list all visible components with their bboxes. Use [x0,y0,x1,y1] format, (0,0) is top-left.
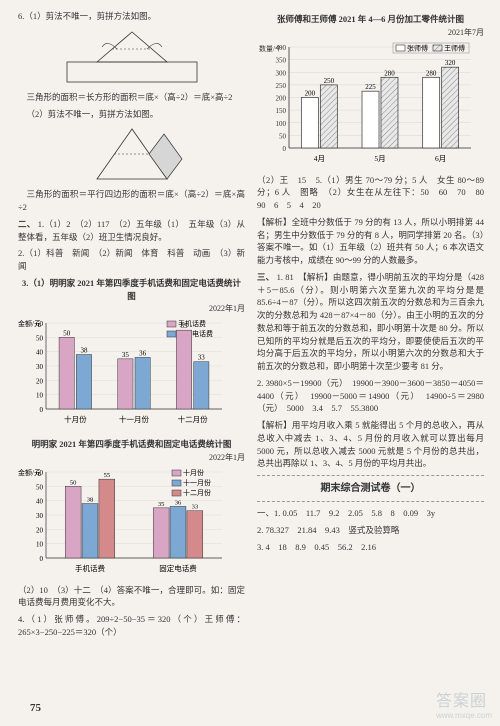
text-6-1: 6.（1）剪法不唯一，剪拼方法如图。 [18,10,245,23]
svg-text:10: 10 [36,392,44,400]
svg-text:王师傅: 王师傅 [444,43,465,52]
svg-text:0: 0 [40,406,44,414]
svg-text:十一月份: 十一月份 [183,478,211,487]
svg-text:38: 38 [87,496,94,503]
text-4: 4.（1）张师傅。209÷2−50−35＝320（个）王师傅：265×3−250… [18,613,245,639]
svg-text:33: 33 [192,503,199,510]
svg-text:40: 40 [36,497,44,505]
text-r5: 【解析】用平均月收入乘 5 就能得出 5 个月的总收入，再从总收入中减去 1、3… [257,419,484,470]
svg-text:十二月份: 十二月份 [183,488,211,497]
chartTop-date: 2021年7月 [257,27,484,39]
svg-text:6月: 6月 [435,154,446,163]
svg-text:20: 20 [36,378,44,386]
svg-text:50: 50 [279,132,287,140]
svg-text:350: 350 [276,56,287,64]
separator [257,475,484,476]
watermark-text: 答案圈 [436,693,487,710]
text-2-2: 2.（1）科普 新闻 （2）新闻 体育 科普 动画 （3）新闻 [18,247,245,273]
text-r3: 1. 81 【解析】由题意，得小明前五次的平均分是（428＋5－85.6（分）。… [257,272,484,371]
svg-text:200: 200 [305,89,316,97]
svg-text:十二月份: 十二月份 [178,414,208,424]
svg-text:36: 36 [139,350,147,358]
svg-text:200: 200 [276,94,287,102]
separator-2 [257,501,484,502]
svg-text:固定电话费: 固定电话费 [159,563,197,573]
svg-text:4月: 4月 [314,154,325,163]
svg-text:320: 320 [445,59,456,67]
svg-text:30: 30 [36,512,44,520]
final-2: 2. 78.327 21.84 9.43 竖式及验算略 [257,524,484,537]
chart3-date: 2022年1月 [18,303,245,315]
text-6-1-formula: 三角形的面积＝长方形的面积＝底×（高÷2）＝底×高÷2 [18,91,245,104]
section-2: 二、 1.（1）2 （2）117 （2）五年级（1） 五年级（3）从整体看，五年… [18,218,245,244]
chart3b-title: 明明家 2021 年第四季度手机话费和固定电话费统计图 [18,438,245,451]
chartTop-bar-chart: 050100150200250300350400数量/个张师傅王师傅200250… [257,41,477,166]
chart3b-bar-chart: 0102030405060金额/元十月份十一月份十二月份503855手机话费35… [18,466,228,576]
svg-text:280: 280 [426,69,437,77]
svg-text:55: 55 [181,322,189,330]
svg-text:250: 250 [324,77,335,85]
chartTop-title: 张师傅和王师傅 2021 年 4—6 月份加工零件统计图 [257,13,484,26]
svg-text:250: 250 [276,82,287,90]
text-r2: 【解析】全班中分数低于 79 分的有 13 人，所以小明排第 44 名；男生中分… [257,216,484,267]
svg-text:55: 55 [104,472,111,479]
text-3-2: （2）10 （3）十二 （4）答案不唯一，合理即可。如：固定电话费每月费用变化不… [18,584,245,610]
final-1: 一、1. 0.05 11.7 9.2 2.05 5.8 8 0.09 3y [257,507,484,520]
final-test-title: 期末综合测试卷（一） [257,481,484,496]
svg-text:40: 40 [36,349,44,357]
svg-text:5月: 5月 [374,154,385,163]
text-r4: 2. 3980×5－19900（元） 19900－3900－3600－3850－… [257,377,484,415]
watermark: 答案圈 www.mxqe.com [436,687,492,720]
svg-text:手机话费: 手机话费 [75,563,105,573]
triangle-parallelogram-diagram [67,124,197,184]
text-6-2: （2）剪法不唯一，剪拼方法如图。 [18,108,245,121]
svg-text:数量/个: 数量/个 [259,44,282,53]
svg-text:十月份: 十月份 [183,468,204,477]
svg-text:0: 0 [40,555,44,563]
triangle-rect-diagram [57,27,207,87]
svg-text:225: 225 [365,83,376,91]
svg-text:33: 33 [198,354,206,362]
svg-text:50: 50 [70,479,77,486]
right-column: 张师傅和王师傅 2021 年 4—6 月份加工零件统计图 2021年7月 0 50… [257,10,484,716]
text-6-2-formula: 三角形的面积＝平行四边形的面积＝底×（高÷2）＝底×高÷2 [18,188,245,214]
chart3b-date: 2022年1月 [18,452,245,464]
section-3: 三、 1. 81 【解析】由题意，得小明前五次的平均分是（428＋5－85.6（… [257,271,484,373]
svg-text:38: 38 [80,347,88,355]
final-3: 3. 4 18 8.9 0.45 56.2 2.16 [257,541,484,554]
svg-text:0: 0 [283,145,287,153]
svg-text:50: 50 [36,483,44,491]
svg-text:36: 36 [175,499,182,506]
svg-text:35: 35 [158,501,165,508]
svg-text:20: 20 [36,526,44,534]
svg-text:十一月份: 十一月份 [119,414,149,424]
svg-text:100: 100 [276,120,287,128]
text-r1: （2）王 15 5.（1）男生 70～79 分；5 人 女生 80～89 分；6… [257,174,484,212]
svg-text:280: 280 [384,69,395,77]
svg-text:150: 150 [276,107,287,115]
svg-text:50: 50 [36,335,44,343]
svg-text:50: 50 [63,330,71,338]
watermark-url: www.mxqe.com [436,711,492,720]
sec2-head: 二、 [18,219,35,229]
svg-text:十月份: 十月份 [64,414,87,424]
svg-text:金额/元: 金额/元 [18,468,41,477]
chart3-bar-chart: 0102030405060金额/元手机话费固定电话费5038十月份3536十一月… [18,317,228,427]
page-number: 75 [30,702,41,714]
svg-text:300: 300 [276,69,287,77]
svg-text:张师傅: 张师傅 [407,43,428,52]
svg-text:35: 35 [122,351,130,359]
text-2-1: 1.（1）2 （2）117 （2）五年级（1） 五年级（3）从整体看，五年级（2… [18,219,245,242]
svg-text:10: 10 [36,540,44,548]
sec3-head: 三、 [257,272,274,282]
left-column: 6.（1）剪法不唯一，剪拼方法如图。 三角形的面积＝长方形的面积＝底×（高÷2）… [18,10,245,716]
svg-text:30: 30 [36,363,44,371]
svg-text:金额/元: 金额/元 [18,319,41,328]
chart3-title: 3.（1）明明家 2021 年第四季度手机话费和固定电话费统计图 [18,277,245,303]
